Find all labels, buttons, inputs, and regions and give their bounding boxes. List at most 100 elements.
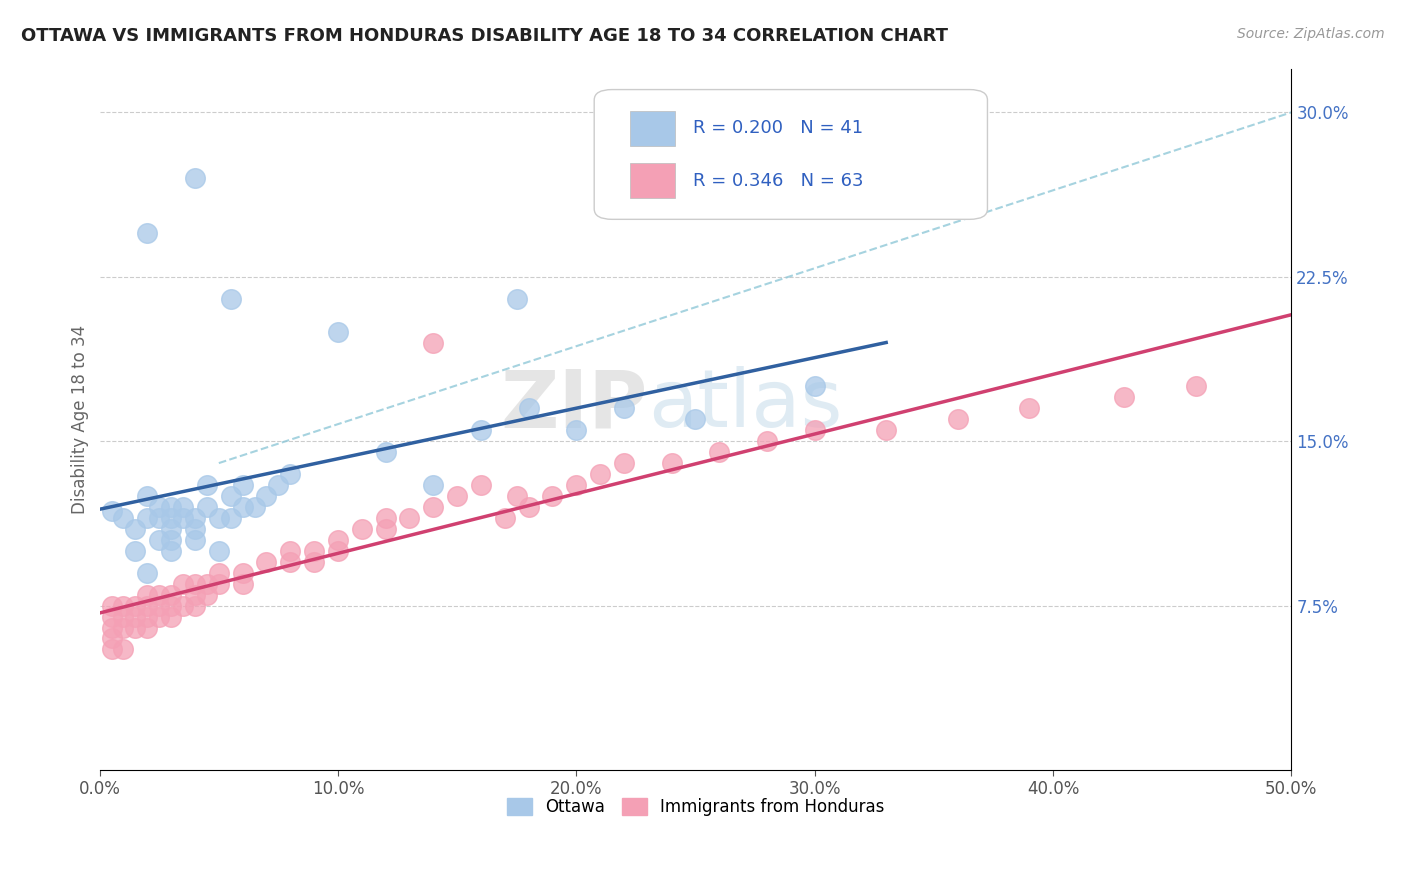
Point [100, 632, 122, 646]
Point [517, 401, 540, 416]
Point [278, 467, 301, 481]
Point [709, 445, 731, 459]
Point [184, 576, 207, 591]
Point [160, 543, 183, 558]
Point [256, 489, 278, 503]
Point [184, 599, 207, 613]
Point [136, 489, 159, 503]
Point [232, 576, 254, 591]
Point [136, 609, 159, 624]
Point [100, 642, 122, 657]
Point [172, 576, 194, 591]
Point [112, 511, 135, 525]
Point [160, 599, 183, 613]
Point [124, 609, 146, 624]
Point [160, 500, 183, 514]
Text: Source: ZipAtlas.com: Source: ZipAtlas.com [1237, 27, 1385, 41]
Point [208, 511, 231, 525]
Point [148, 533, 170, 547]
FancyBboxPatch shape [630, 163, 675, 198]
Legend: Ottawa, Immigrants from Honduras: Ottawa, Immigrants from Honduras [498, 790, 893, 825]
Point [422, 500, 444, 514]
Point [195, 500, 218, 514]
Point [100, 599, 122, 613]
Point [195, 478, 218, 492]
Point [160, 588, 183, 602]
Point [470, 478, 492, 492]
Point [124, 599, 146, 613]
Point [172, 511, 194, 525]
Point [160, 609, 183, 624]
Point [589, 467, 612, 481]
Point [219, 511, 242, 525]
Point [506, 489, 529, 503]
Point [100, 620, 122, 634]
Point [148, 609, 170, 624]
Point [195, 588, 218, 602]
Point [124, 543, 146, 558]
Point [278, 543, 301, 558]
Point [232, 478, 254, 492]
Point [302, 555, 325, 569]
Point [148, 511, 170, 525]
Point [267, 478, 290, 492]
Point [124, 620, 146, 634]
Point [148, 500, 170, 514]
Point [613, 456, 636, 470]
Point [136, 511, 159, 525]
Point [184, 171, 207, 186]
Point [232, 566, 254, 580]
Text: R = 0.346   N = 63: R = 0.346 N = 63 [693, 172, 863, 190]
FancyBboxPatch shape [630, 111, 675, 145]
Point [875, 423, 897, 437]
Point [100, 609, 122, 624]
Point [374, 522, 396, 536]
Point [208, 543, 231, 558]
Point [112, 620, 135, 634]
Point [112, 609, 135, 624]
Point [756, 434, 779, 449]
Point [100, 504, 122, 518]
Point [208, 566, 231, 580]
Point [184, 533, 207, 547]
Point [374, 445, 396, 459]
Point [302, 543, 325, 558]
Point [350, 522, 373, 536]
Point [565, 478, 588, 492]
Point [661, 456, 683, 470]
Point [184, 511, 207, 525]
Point [136, 620, 159, 634]
Point [160, 533, 183, 547]
FancyBboxPatch shape [595, 89, 987, 219]
Point [195, 576, 218, 591]
Text: R = 0.200   N = 41: R = 0.200 N = 41 [693, 120, 863, 137]
Point [326, 533, 349, 547]
Point [326, 325, 349, 339]
Point [803, 423, 825, 437]
Point [148, 588, 170, 602]
Point [148, 599, 170, 613]
Point [470, 423, 492, 437]
Point [136, 226, 159, 240]
Point [565, 423, 588, 437]
Point [172, 500, 194, 514]
Point [613, 401, 636, 416]
Point [256, 555, 278, 569]
Point [946, 412, 969, 426]
Point [494, 511, 516, 525]
Point [685, 412, 707, 426]
Point [243, 500, 266, 514]
Point [326, 543, 349, 558]
Point [124, 522, 146, 536]
Point [422, 478, 444, 492]
Y-axis label: Disability Age 18 to 34: Disability Age 18 to 34 [72, 325, 89, 514]
Point [184, 588, 207, 602]
Point [112, 642, 135, 657]
Point [1018, 401, 1040, 416]
Point [184, 522, 207, 536]
Point [219, 489, 242, 503]
Point [1185, 379, 1208, 393]
Point [219, 292, 242, 306]
Point [160, 522, 183, 536]
Text: ZIP: ZIP [501, 367, 648, 444]
